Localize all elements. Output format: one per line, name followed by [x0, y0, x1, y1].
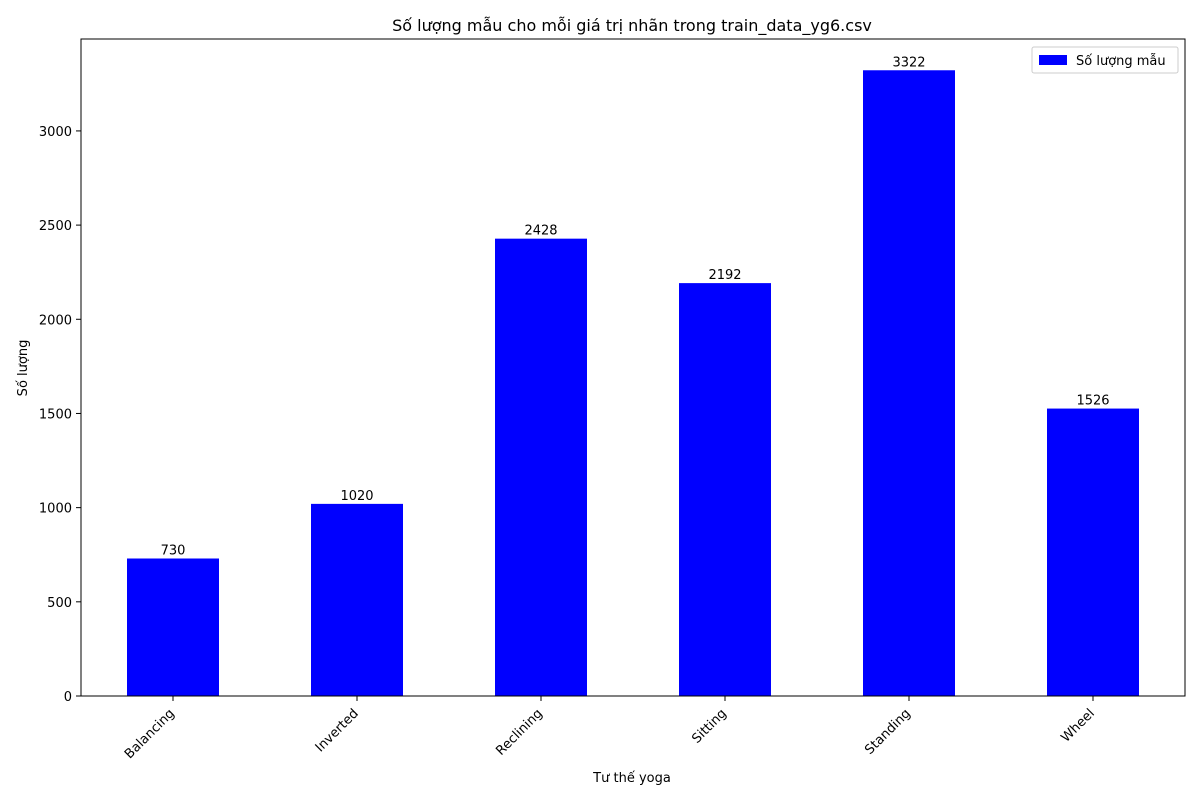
y-tick-label: 2000 [39, 313, 72, 328]
y-tick-label: 1000 [39, 502, 72, 517]
y-tick-label: 2500 [39, 219, 72, 234]
legend-label: Số lượng mẫu [1076, 54, 1166, 69]
y-tick-label: 3000 [39, 125, 72, 140]
y-tick-label: 1500 [39, 407, 72, 422]
bar-value-label: 1020 [340, 489, 373, 504]
bar-reclining [495, 238, 587, 697]
bar-standing [863, 70, 955, 697]
bar-sitting [679, 283, 771, 696]
bar-value-label: 3322 [892, 55, 925, 70]
bars-layer: 730 1020 2428 2192 3322 1526 [127, 55, 1139, 697]
bar-balancing [127, 558, 219, 696]
x-tick-label: Wheel [1058, 706, 1097, 745]
x-tick-label: Standing [862, 706, 914, 758]
bar-value-label: 1526 [1076, 394, 1109, 409]
bar-inverted [311, 503, 403, 696]
y-axis-label: Số lượng [16, 340, 31, 397]
x-tick-label: Inverted [313, 706, 362, 755]
x-axis-label: Tư thế yoga [592, 771, 671, 786]
x-tick-label: Balancing [122, 706, 178, 762]
bar-value-label: 2192 [708, 268, 741, 283]
y-tick-label: 0 [64, 690, 72, 705]
legend-box [1031, 46, 1179, 74]
legend-swatch [1039, 55, 1067, 65]
chart-title: Số lượng mẫu cho mỗi giá trị nhãn trong … [392, 16, 872, 36]
x-tick-label: Sitting [689, 706, 729, 746]
bar-wheel [1047, 408, 1139, 696]
bar-value-label: 730 [161, 543, 186, 558]
legend: Số lượng mẫu [1031, 46, 1179, 74]
x-tick-label: Reclining [493, 706, 545, 758]
y-tick-label: 500 [47, 596, 72, 611]
bar-value-label: 2428 [524, 224, 557, 239]
plot-frame [80, 38, 1186, 697]
